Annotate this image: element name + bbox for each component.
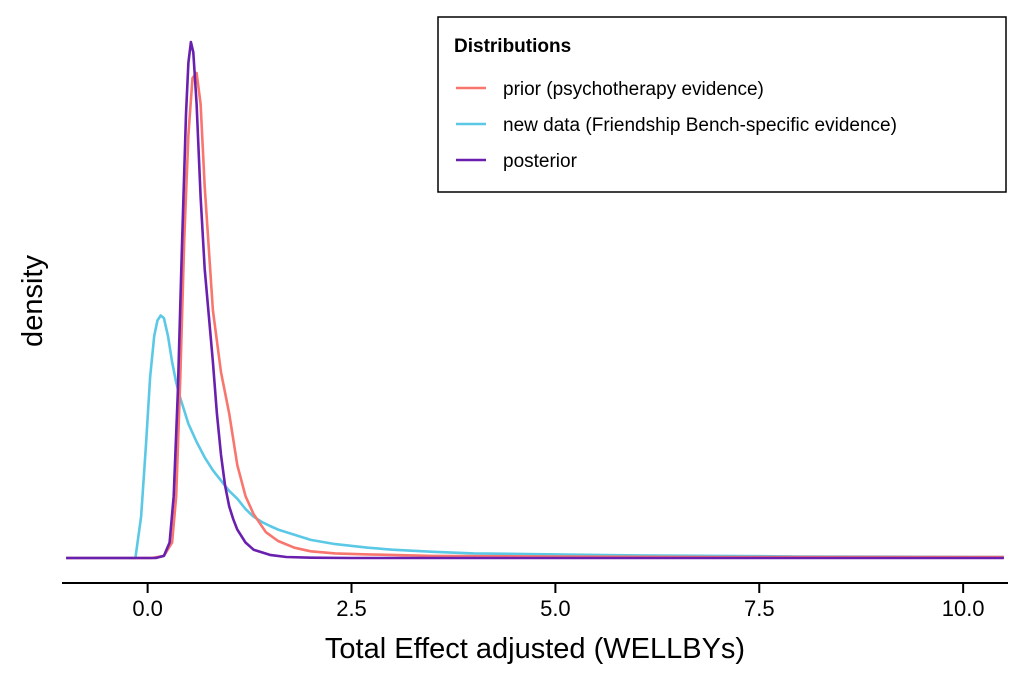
legend-label-1: new data (Friendship Bench-specific evid…	[503, 115, 897, 136]
x-axis-title: Total Effect adjusted (WELLBYs)	[325, 633, 745, 665]
legend-box	[437, 16, 1007, 193]
series-line-0	[66, 71, 1004, 560]
legend-title: Distributions	[454, 36, 571, 57]
series-line-2	[66, 40, 1004, 560]
legend-label-0: prior (psychotherapy evidence)	[503, 79, 764, 100]
x-tick-label: 2.5	[336, 596, 367, 621]
series-line-1	[66, 314, 1004, 560]
x-tick-label: 10.0	[942, 596, 985, 621]
y-axis-title: density	[17, 255, 49, 347]
x-tick-label: 7.5	[744, 596, 775, 621]
x-tick-label: 5.0	[540, 596, 571, 621]
legend-label-2: posterior	[503, 151, 578, 172]
series-lines	[66, 40, 1004, 560]
x-tick-label: 0.0	[132, 596, 163, 621]
x-axis-ticks: 0.0 2.5 5.0 7.5 10.0	[132, 583, 985, 621]
legend: Distributions prior (psychotherapy evide…	[437, 16, 1007, 193]
legend-items: prior (psychotherapy evidence) new data (…	[456, 79, 897, 172]
